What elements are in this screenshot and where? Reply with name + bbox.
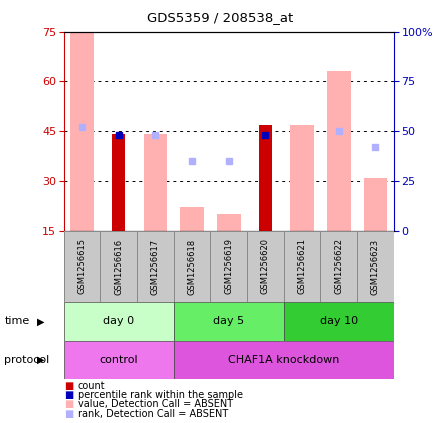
Bar bbox=[64, 302, 174, 341]
Text: count: count bbox=[78, 381, 106, 391]
Bar bbox=[290, 124, 314, 231]
Bar bbox=[180, 207, 204, 231]
Text: CHAF1A knockdown: CHAF1A knockdown bbox=[228, 354, 340, 365]
Bar bbox=[327, 71, 351, 231]
Bar bbox=[217, 214, 241, 231]
Text: day 10: day 10 bbox=[320, 316, 358, 327]
Bar bbox=[284, 231, 320, 302]
Bar bbox=[174, 341, 394, 379]
Text: ■: ■ bbox=[64, 399, 73, 409]
Text: percentile rank within the sample: percentile rank within the sample bbox=[78, 390, 243, 400]
Text: ■: ■ bbox=[64, 390, 73, 400]
Text: GSM1256617: GSM1256617 bbox=[151, 239, 160, 294]
Text: ▶: ▶ bbox=[37, 316, 44, 327]
Bar bbox=[357, 231, 394, 302]
Bar bbox=[64, 341, 174, 379]
Text: time: time bbox=[4, 316, 29, 327]
Text: protocol: protocol bbox=[4, 354, 50, 365]
Text: value, Detection Call = ABSENT: value, Detection Call = ABSENT bbox=[78, 399, 233, 409]
Text: GSM1256619: GSM1256619 bbox=[224, 239, 233, 294]
Bar bbox=[174, 302, 284, 341]
Text: ▶: ▶ bbox=[37, 354, 44, 365]
Bar bbox=[174, 231, 210, 302]
Text: day 0: day 0 bbox=[103, 316, 134, 327]
Bar bbox=[320, 231, 357, 302]
Bar bbox=[112, 135, 125, 231]
Text: GSM1256622: GSM1256622 bbox=[334, 239, 343, 294]
Text: ■: ■ bbox=[64, 409, 73, 419]
Bar bbox=[259, 124, 272, 231]
Bar bbox=[363, 178, 387, 231]
Text: GSM1256616: GSM1256616 bbox=[114, 239, 123, 294]
Bar bbox=[137, 231, 174, 302]
Text: day 5: day 5 bbox=[213, 316, 244, 327]
Bar bbox=[284, 302, 394, 341]
Text: GDS5359 / 208538_at: GDS5359 / 208538_at bbox=[147, 11, 293, 24]
Text: GSM1256615: GSM1256615 bbox=[77, 239, 87, 294]
Text: control: control bbox=[99, 354, 138, 365]
Bar bbox=[143, 135, 167, 231]
Bar bbox=[100, 231, 137, 302]
Text: GSM1256620: GSM1256620 bbox=[261, 239, 270, 294]
Bar bbox=[210, 231, 247, 302]
Text: ■: ■ bbox=[64, 381, 73, 391]
Bar bbox=[64, 231, 100, 302]
Text: rank, Detection Call = ABSENT: rank, Detection Call = ABSENT bbox=[78, 409, 228, 419]
Text: GSM1256623: GSM1256623 bbox=[371, 239, 380, 294]
Bar bbox=[70, 32, 94, 231]
Text: GSM1256621: GSM1256621 bbox=[297, 239, 307, 294]
Text: GSM1256618: GSM1256618 bbox=[187, 239, 197, 294]
Bar bbox=[247, 231, 284, 302]
